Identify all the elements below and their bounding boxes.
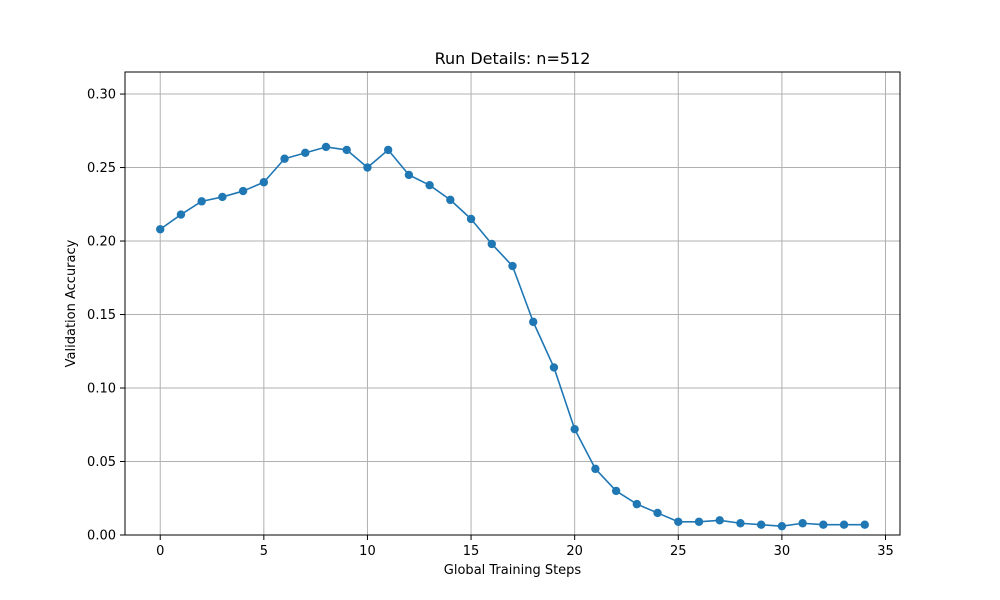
chart-title: Run Details: n=512 [435,49,591,68]
data-point [363,163,372,172]
data-point [301,148,310,158]
grid [125,72,900,536]
data-point [466,214,476,224]
x-tick-label: 5 [260,544,268,559]
data-point [487,239,496,249]
data-point [674,517,683,526]
x-tick-label: 25 [670,544,687,559]
x-tick-label: 10 [359,544,376,559]
data-point [570,424,579,434]
x-tick-label: 35 [877,544,894,559]
data-point [694,517,704,526]
data-point [798,519,807,528]
data-point [777,521,787,531]
x-axis-title: Global Training Steps [444,563,582,578]
data-point [715,516,724,525]
data-point [259,178,269,187]
x-tick-label: 20 [566,544,583,559]
y-tick-label: 0.20 [87,235,116,250]
data-point [529,317,538,327]
x-tick-label: 30 [774,544,791,559]
data-point [280,154,289,163]
data-point [218,192,227,202]
data-point [321,142,331,152]
data-point [508,261,517,271]
y-tick-label: 0.05 [87,455,116,470]
data-point [819,520,828,529]
data-point [860,520,869,529]
data-point [839,520,849,529]
x-tick-label: 15 [463,544,480,559]
plot-frame [124,71,901,536]
data-point [342,145,351,155]
data-point [756,520,766,529]
ticks: 0 5 10 15 20 25 30 35 0.00 0.05 0.10 0.15 0.20 0.25 0.… [87,88,894,559]
y-tick-label: 0.00 [87,529,116,544]
y-tick-label: 0.10 [87,382,116,397]
data-point [238,186,248,196]
data-point [653,508,662,518]
series-line [159,146,865,527]
y-tick-label: 0.25 [87,161,116,176]
data-point [176,210,186,219]
y-tick-label: 0.30 [87,88,116,103]
data-point [736,519,745,528]
data-point [383,145,393,155]
data-point [632,499,642,509]
data-point [156,225,165,234]
data-point [404,170,414,180]
y-tick-label: 0.15 [87,308,116,323]
y-axis-title: Validation Accuracy [64,239,79,367]
x-tick-label: 0 [156,544,164,559]
series-layer [156,142,869,531]
data-point [611,486,621,496]
data-point [549,363,559,372]
data-point [197,197,206,206]
data-point [446,195,455,205]
data-point [591,464,600,474]
axes [124,71,901,536]
data-point [425,180,434,190]
